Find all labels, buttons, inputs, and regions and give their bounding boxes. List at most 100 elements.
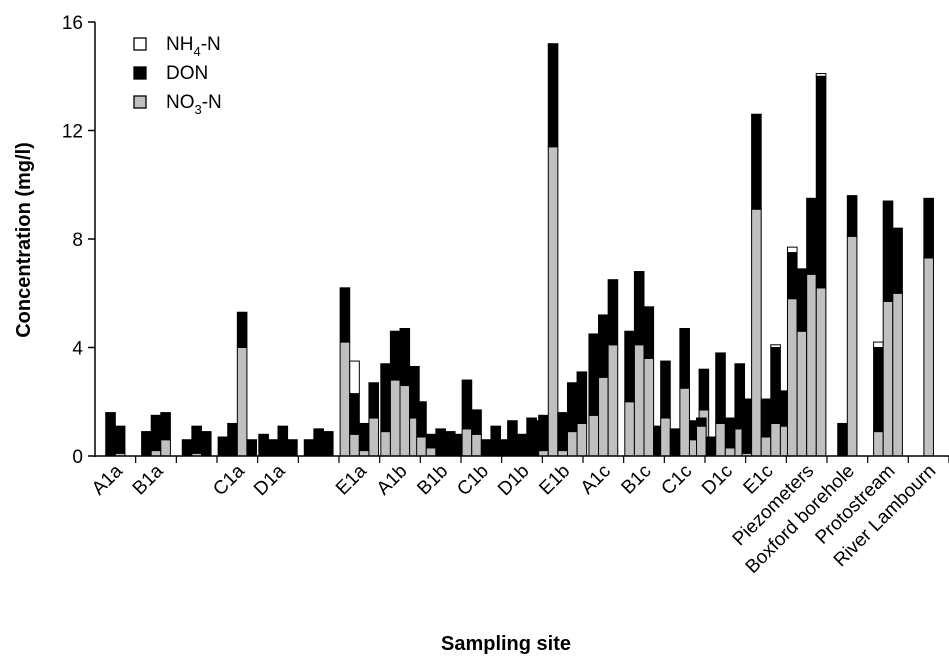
bar-segment-no3: [607, 344, 619, 457]
bar-segment-don: [339, 287, 351, 343]
y-axis-title: Concentration (mg/l): [13, 142, 35, 338]
bar-segment-don: [786, 252, 798, 300]
legend-label-nh4: NH4-N: [166, 34, 221, 59]
bar-segment-don: [150, 414, 162, 452]
bar-segment-don: [277, 425, 289, 457]
bar-segment-don: [497, 439, 509, 457]
bar-segment-don: [557, 412, 568, 452]
legend-label-don: DON: [166, 63, 208, 84]
bar-segment-don: [322, 431, 334, 457]
bar-segment-don: [217, 436, 229, 457]
bar-segment-don: [633, 271, 645, 346]
bar-segment-don: [538, 414, 549, 452]
x-tick-label: B1a: [129, 460, 168, 499]
y-tick-label: 8: [72, 230, 83, 251]
bar-segment-don: [547, 43, 559, 148]
bar-segment-don: [358, 422, 370, 452]
bar-segment-don: [696, 417, 707, 427]
bar-segment-no3: [815, 287, 827, 457]
bar-segment-don: [643, 306, 655, 359]
bar-segment-don: [806, 197, 817, 275]
bar-segment-no3: [633, 344, 645, 457]
bar-segment-don: [882, 200, 894, 302]
bar-segment-nh4: [815, 73, 827, 77]
bar-segment-no3: [160, 439, 171, 457]
x-tick-label: D1b: [494, 461, 533, 500]
bar-segment-don: [715, 352, 726, 424]
bar-segment-don: [435, 428, 446, 457]
bar-segment-don: [751, 113, 762, 210]
bar-segment-don: [313, 428, 324, 457]
x-tick-label: A1a: [88, 460, 127, 499]
bar-segment-no3: [760, 436, 772, 457]
bar-segment-don: [598, 314, 609, 378]
bar-segment-don: [923, 197, 934, 259]
bar-segment-no3: [751, 208, 762, 457]
bar-segment-don: [796, 268, 808, 332]
y-tick-label: 16: [62, 13, 83, 34]
bar-segment-nh4: [786, 246, 798, 254]
bar-segment-no3: [566, 431, 578, 457]
bar-segment-don: [114, 425, 126, 454]
bar-segment-no3: [150, 450, 162, 457]
bar-segment-don: [846, 195, 858, 237]
bar-segment-no3: [576, 422, 588, 457]
bar-segment-don: [566, 382, 578, 433]
x-tick-label: C1c: [657, 461, 696, 500]
bar-segment-don: [480, 439, 492, 457]
bar-segment-don: [815, 75, 827, 289]
x-tick-label: C1b: [453, 461, 492, 500]
bar-segment-no3: [796, 330, 808, 457]
x-tick-label: C1a: [209, 460, 249, 500]
bar-segment-don: [105, 412, 116, 457]
bar-segment-don: [698, 368, 710, 411]
bar-segment-don: [181, 439, 193, 457]
bar-segment-don: [669, 428, 681, 457]
bar-segment-don: [258, 433, 269, 457]
bar-segment-no3: [358, 450, 370, 457]
bar-segment-don: [507, 420, 518, 457]
x-tick-label: D1a: [250, 460, 290, 500]
bar-segment-don: [416, 401, 427, 438]
bar-segment-no3: [461, 428, 473, 457]
bar-segment-no3: [538, 450, 549, 457]
bar-segment-no3: [882, 300, 894, 457]
bar-segment-no3: [696, 425, 707, 457]
bar-segment-don: [724, 417, 736, 449]
y-tick-label: 4: [72, 339, 83, 360]
bar-segment-no3: [786, 298, 798, 457]
bar-segment-no3: [349, 433, 360, 457]
bar-segment-don: [660, 360, 671, 419]
bar-segment-don: [409, 365, 420, 419]
bar-segment-don: [425, 433, 437, 449]
bar-segment-nh4: [349, 360, 360, 395]
bar-segment-don: [679, 328, 690, 389]
legend-swatch-don: [133, 66, 147, 80]
bar-segment-no3: [724, 447, 736, 457]
bar-segment-don: [837, 422, 848, 457]
bar-segment-no3: [892, 292, 903, 457]
bar-segment-no3: [715, 422, 726, 457]
bar-segment-no3: [770, 422, 781, 457]
bar-segment-no3: [380, 431, 391, 457]
x-tick-label: B1c: [618, 461, 656, 499]
bar-segment-don: [399, 328, 411, 386]
bar-segment-don: [267, 439, 279, 457]
bar-segment-no3: [873, 431, 884, 457]
bar-segment-don: [141, 431, 152, 457]
bar-segment-no3: [846, 235, 858, 457]
bar-segment-no3: [923, 257, 934, 457]
bar-segment-no3: [679, 387, 690, 457]
legend-swatch-nh4: [133, 37, 147, 51]
legend: NH4-N DON NO3-N: [133, 34, 222, 117]
bar-segment-don: [191, 425, 202, 454]
bar-segment-don: [160, 412, 171, 441]
bar-segment-don: [246, 439, 258, 457]
legend-label-no3: NO3-N: [166, 92, 222, 117]
bar-segment-don: [368, 382, 380, 419]
bar-segment-nh4: [770, 344, 781, 349]
bar-segment-don: [741, 403, 753, 454]
bar-segment-no3: [236, 347, 248, 457]
bar-segment-don: [287, 439, 298, 457]
